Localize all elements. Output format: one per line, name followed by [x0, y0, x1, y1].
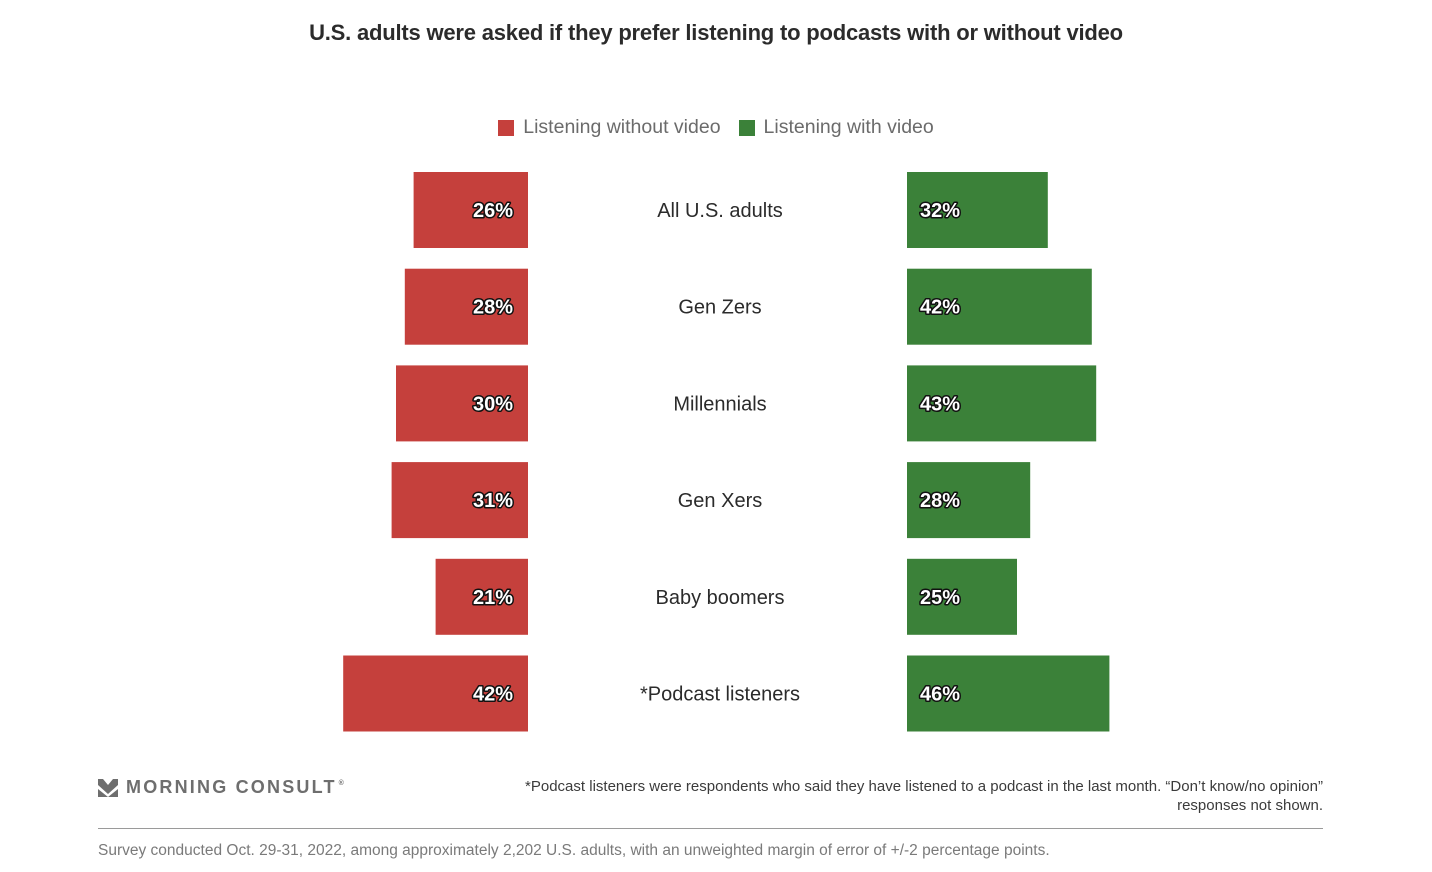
category-label: *Podcast listeners: [640, 684, 800, 706]
bar-without-video: [404, 268, 528, 345]
bar-without-video: [343, 655, 528, 732]
bar-with-video: [907, 655, 1110, 732]
bar-without-video: [435, 558, 528, 635]
category-label: All U.S. adults: [657, 200, 783, 222]
category-label: Gen Xers: [678, 490, 762, 512]
legend-label-with-video: Listening with video: [763, 116, 934, 138]
bar-without-video: [413, 172, 528, 248]
legend-item-with-video: Listening with video: [738, 116, 934, 139]
bar-with-video: [907, 172, 1048, 248]
legend-swatch-with-video: [738, 119, 755, 136]
legend: Listening without video Listening with v…: [0, 116, 1432, 139]
category-label: Gen Zers: [678, 297, 761, 319]
category-row: 30% Millennials 43%: [396, 365, 1097, 442]
bar-label-without-video: 31%: [473, 490, 513, 512]
bar-label-without-video: 21%: [473, 587, 513, 609]
category-label: Baby boomers: [656, 587, 785, 609]
diverging-bar-chart: 26% All U.S. adults 32% 28% Gen Zers 42% 30% Mi…: [343, 172, 1110, 732]
bar-label-with-video: 28%: [920, 490, 960, 512]
morning-consult-logo: MORNING CONSULT ®: [98, 777, 344, 798]
category-label: Millennials: [673, 393, 766, 415]
bar-without-video: [391, 462, 528, 539]
bar-label-with-video: 43%: [920, 393, 960, 415]
bar-with-video: [907, 462, 1031, 539]
bar-without-video: [396, 365, 528, 442]
registered-mark: ®: [338, 780, 344, 787]
legend-label-without-video: Listening without video: [523, 116, 721, 138]
bar-label-without-video: 28%: [473, 297, 513, 319]
bar-label-without-video: 42%: [473, 684, 513, 706]
bar-with-video: [907, 365, 1097, 442]
footnote: *Podcast listeners were respondents who …: [525, 778, 1323, 814]
category-row: 42% *Podcast listeners 46%: [343, 655, 1110, 732]
bar-label-with-video: 25%: [920, 587, 960, 609]
logo-text: MORNING CONSULT: [126, 777, 337, 797]
footer-divider: [98, 828, 1323, 829]
bar-label-with-video: 46%: [920, 684, 960, 706]
bar-label-with-video: 42%: [920, 297, 960, 319]
bar-with-video: [907, 558, 1017, 635]
survey-source-note: Survey conducted Oct. 29-31, 2022, among…: [98, 842, 1050, 859]
category-row: 31% Gen Xers 28%: [391, 462, 1031, 539]
category-row: 28% Gen Zers 42%: [404, 268, 1092, 345]
legend-item-without-video: Listening without video: [498, 116, 721, 139]
bar-with-video: [907, 268, 1092, 345]
bar-label-with-video: 32%: [920, 200, 960, 222]
chart-title: U.S. adults were asked if they prefer li…: [309, 20, 1123, 45]
category-row: 21% Baby boomers 25%: [435, 558, 1017, 635]
morning-consult-logo-icon: [98, 778, 118, 797]
legend-swatch-without-video: [498, 119, 515, 136]
bar-label-without-video: 26%: [473, 200, 513, 222]
bar-label-without-video: 30%: [473, 393, 513, 415]
category-row: 26% All U.S. adults 32%: [413, 172, 1048, 248]
